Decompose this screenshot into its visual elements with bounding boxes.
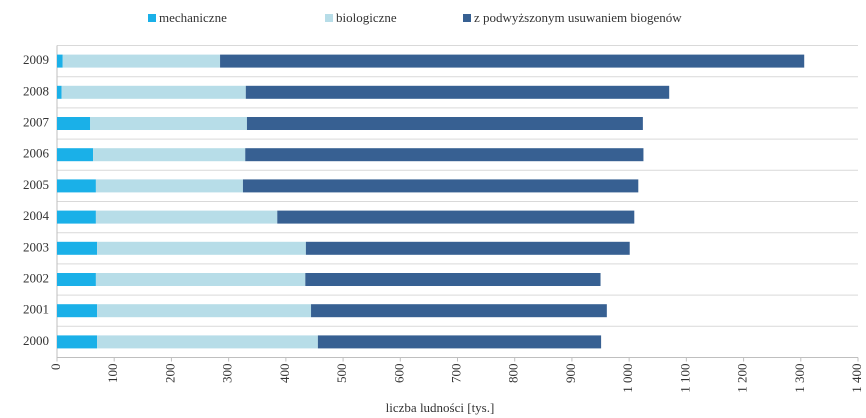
legend-swatch	[325, 14, 333, 22]
y-tick-label: 2008	[23, 83, 49, 98]
x-tick-label: 0	[48, 364, 63, 371]
bar-segment	[220, 54, 805, 68]
x-tick-label: 1 000	[620, 364, 635, 393]
y-tick-label: 2005	[23, 177, 49, 192]
x-tick-label: 400	[277, 364, 292, 384]
bar-segment	[57, 335, 98, 349]
x-tick-label: 1 100	[677, 364, 692, 393]
bar-segment	[305, 273, 601, 286]
bar-segment	[57, 304, 98, 318]
x-axis-title: liczba ludności [tys.]	[386, 400, 495, 415]
bar-segment	[57, 148, 94, 162]
y-tick-label: 2004	[23, 208, 50, 223]
bar-segment	[57, 273, 96, 286]
bar-segment	[97, 304, 312, 318]
bar-segment	[90, 117, 247, 130]
bar-segment	[246, 117, 643, 130]
bar-segment	[245, 85, 670, 99]
x-tick-label: 600	[391, 364, 406, 384]
x-tick-label: 500	[334, 364, 349, 384]
legend-label: z podwyższonym usuwaniem biogenów	[474, 10, 682, 25]
legend-label: biologiczne	[336, 10, 397, 25]
bar-segment	[95, 273, 306, 286]
y-tick-label: 2007	[23, 114, 50, 129]
bar-segment	[245, 148, 644, 162]
x-tick-label: 100	[105, 364, 120, 384]
y-tick-label: 2006	[23, 146, 50, 161]
bar-segment	[242, 179, 639, 193]
y-tick-label: 2009	[23, 52, 49, 67]
bar-segment	[95, 210, 278, 224]
x-tick-label: 1 400	[849, 364, 864, 393]
x-tick-label: 1 300	[792, 364, 807, 393]
bar-segment	[305, 241, 630, 255]
bar-segment	[57, 210, 96, 224]
x-tick-label: 900	[563, 364, 578, 384]
bar-segment	[311, 304, 607, 318]
bar-segment	[57, 241, 98, 255]
x-tick-label: 700	[448, 364, 463, 384]
x-tick-label: 800	[506, 364, 521, 384]
bar-segment	[277, 210, 635, 224]
bar-segment	[97, 335, 318, 349]
legend-swatch	[148, 14, 156, 22]
bar-segment	[57, 179, 96, 193]
bar-segment	[61, 85, 246, 99]
bar-segment	[62, 54, 221, 68]
bar-segment	[57, 85, 62, 99]
bar-segment	[97, 241, 306, 255]
bar-segment	[57, 117, 91, 130]
y-tick-label: 2000	[23, 333, 49, 348]
x-tick-label: 200	[162, 364, 177, 384]
y-tick-label: 2003	[23, 239, 49, 254]
bar-segment	[95, 179, 243, 193]
bar-segment	[57, 54, 63, 68]
bar-segment	[317, 335, 602, 349]
y-tick-label: 2002	[23, 270, 49, 285]
x-tick-label: 300	[220, 364, 235, 384]
y-tick-label: 2001	[23, 302, 49, 317]
legend-swatch	[463, 14, 471, 22]
bar-segment	[93, 148, 246, 162]
legend-label: mechaniczne	[159, 10, 227, 25]
x-tick-label: 1 200	[735, 364, 750, 393]
